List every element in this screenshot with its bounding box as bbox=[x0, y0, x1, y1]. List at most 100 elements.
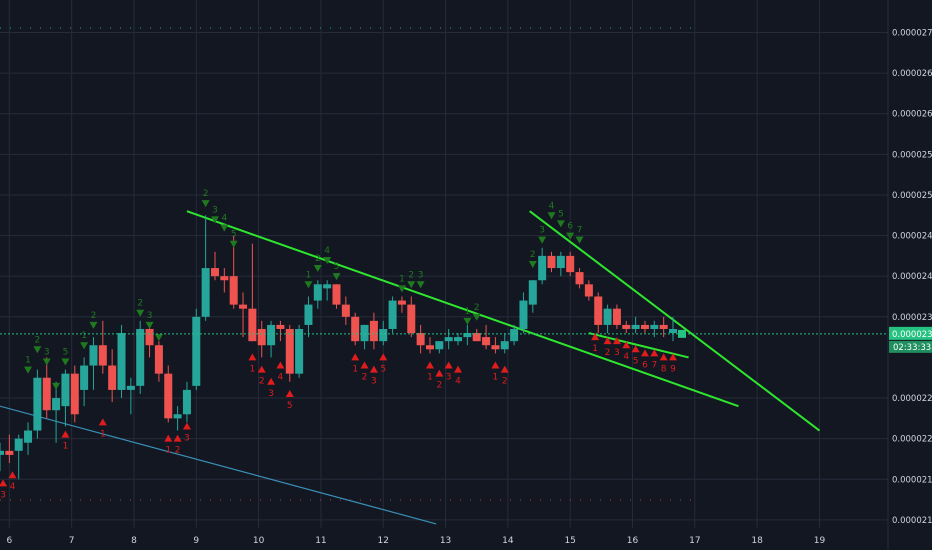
bar-countdown-label: 02:33:33 bbox=[893, 343, 931, 353]
time-tick-label: 8 bbox=[131, 536, 137, 546]
price-tick-label: 0.00002200 bbox=[892, 435, 932, 445]
candle-body bbox=[182, 389, 191, 415]
candle bbox=[669, 316, 678, 342]
candle-body bbox=[239, 304, 248, 309]
candle bbox=[285, 324, 294, 382]
upper-resistance-line[interactable] bbox=[186, 210, 739, 408]
sell-signal-marker bbox=[61, 430, 70, 438]
candle bbox=[510, 324, 519, 346]
candle-body bbox=[332, 284, 341, 305]
candle bbox=[323, 280, 332, 301]
sell-signal-count: 6 bbox=[642, 360, 648, 370]
buy-signal-count: 3 bbox=[539, 226, 545, 236]
buy-signal-count: 5 bbox=[231, 230, 237, 240]
candle bbox=[42, 357, 51, 419]
sell-signal-marker bbox=[435, 369, 444, 377]
buy-signal-marker bbox=[145, 321, 154, 329]
lower-wedge-line[interactable] bbox=[588, 332, 689, 359]
candle-body bbox=[61, 373, 70, 407]
candle-body bbox=[304, 304, 313, 325]
candle bbox=[98, 320, 107, 374]
buy-signal-count: 3 bbox=[147, 311, 153, 321]
sell-signal-count: 1 bbox=[352, 364, 358, 374]
sell-signal-marker bbox=[267, 377, 276, 385]
candle-body bbox=[491, 345, 500, 350]
sell-signal-marker bbox=[248, 353, 257, 361]
sell-signal-count: 4 bbox=[623, 352, 629, 362]
sell-signal-count: 7 bbox=[651, 360, 657, 370]
candle-body bbox=[257, 328, 266, 346]
sell-signal-marker bbox=[444, 361, 453, 369]
candle-body bbox=[42, 377, 51, 411]
sell-signal-count: 1 bbox=[100, 429, 106, 439]
price-tick-label: 0.00002550 bbox=[892, 150, 932, 160]
price-tick-label: 0.00002600 bbox=[892, 110, 932, 120]
candle-body bbox=[295, 328, 304, 374]
time-tick-label: 10 bbox=[253, 536, 265, 546]
sell-signal-marker bbox=[612, 337, 621, 345]
candle bbox=[33, 369, 42, 439]
candle bbox=[650, 320, 659, 338]
price-axis[interactable]: 0.00002700 0.00002650 0.00002600 0.00002550… bbox=[892, 28, 932, 525]
sell-signal-count: 3 bbox=[184, 433, 190, 443]
price-tick-label: 0.00002350 bbox=[892, 313, 932, 323]
buy-signal-marker bbox=[229, 240, 238, 248]
candle bbox=[556, 251, 565, 277]
candle-body bbox=[108, 365, 117, 390]
time-tick-label: 19 bbox=[814, 536, 826, 546]
candle bbox=[61, 369, 70, 427]
dotted-guides bbox=[0, 27, 700, 501]
sell-signal-marker bbox=[640, 349, 649, 357]
price-tick-label: 0.00002650 bbox=[892, 69, 932, 79]
sell-signal-count: 1 bbox=[493, 373, 499, 383]
candle-body bbox=[210, 268, 219, 277]
buy-signal-marker bbox=[323, 256, 332, 264]
candle bbox=[500, 333, 509, 354]
candle bbox=[482, 324, 491, 350]
sell-signal-marker bbox=[454, 365, 463, 373]
candle-body bbox=[360, 324, 369, 342]
buy-signal-count: 2 bbox=[35, 335, 41, 345]
candle-body bbox=[285, 328, 294, 374]
buy-signal-count: 6 bbox=[567, 222, 573, 232]
price-tick-label: 0.00002500 bbox=[892, 191, 932, 201]
candle-body bbox=[80, 365, 89, 390]
candle bbox=[584, 280, 593, 301]
candle-body bbox=[556, 255, 565, 269]
buy-signal-marker bbox=[556, 220, 565, 228]
candle-body bbox=[472, 333, 481, 342]
buy-signal-marker bbox=[547, 212, 556, 220]
buy-signal-count: 4 bbox=[549, 201, 555, 211]
candle bbox=[313, 280, 322, 309]
buy-signal-marker bbox=[24, 366, 33, 374]
candle-body bbox=[538, 255, 547, 281]
candle-body bbox=[640, 324, 649, 329]
candle bbox=[612, 304, 621, 329]
buy-signal-marker bbox=[210, 216, 219, 224]
buy-signal-marker bbox=[304, 281, 313, 289]
buy-signal-marker bbox=[33, 346, 42, 354]
sell-signal-marker bbox=[622, 341, 631, 349]
upper-wedge-line[interactable] bbox=[529, 210, 821, 432]
buy-signal-count: 2 bbox=[474, 303, 480, 313]
candle-body bbox=[416, 333, 425, 346]
buy-signal-count: 5 bbox=[63, 347, 69, 357]
buy-signal-count: 2 bbox=[91, 311, 97, 321]
sell-signal-marker bbox=[257, 365, 266, 373]
sell-signal-count: 2 bbox=[259, 377, 265, 387]
buy-signal-count: 1 bbox=[81, 331, 87, 341]
support-line[interactable] bbox=[0, 405, 437, 525]
buy-signal-count: 2 bbox=[530, 250, 536, 260]
candle-body bbox=[612, 308, 621, 325]
buy-signal-marker bbox=[89, 321, 98, 329]
candle bbox=[407, 296, 416, 338]
buy-signal-marker bbox=[136, 309, 145, 317]
candle-body bbox=[482, 337, 491, 346]
sell-signal-count: 5 bbox=[633, 356, 639, 366]
sell-signal-count: 2 bbox=[362, 373, 368, 383]
candle bbox=[201, 215, 210, 321]
buy-signal-marker bbox=[472, 313, 481, 321]
trendlines[interactable] bbox=[0, 210, 821, 525]
time-axis[interactable]: 6 7 8 9 10 11 12 13 14 15 16 17 18 19 bbox=[6, 536, 825, 546]
